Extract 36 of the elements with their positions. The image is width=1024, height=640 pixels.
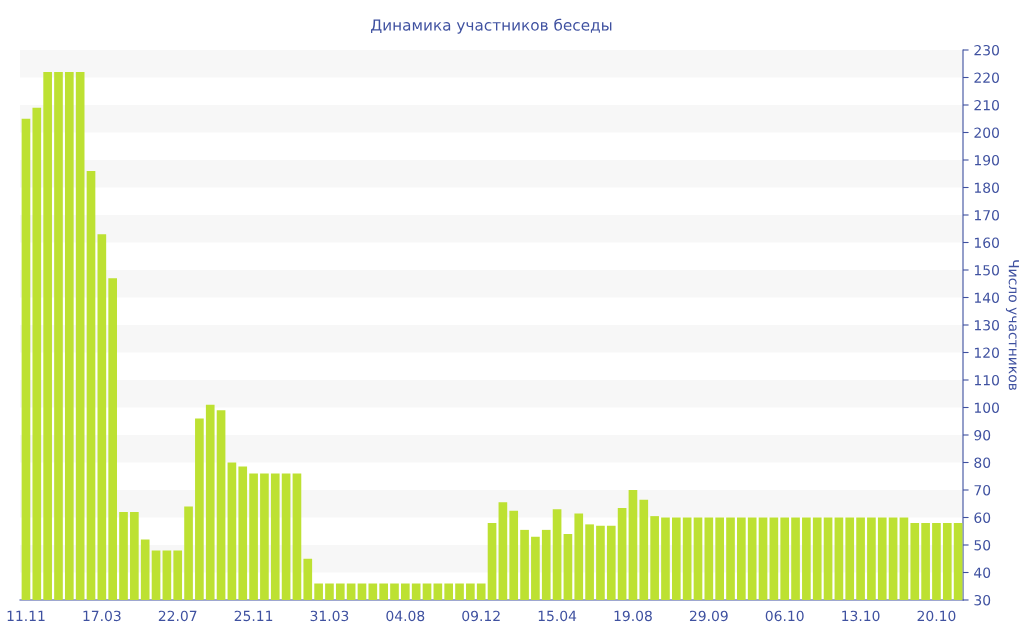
y-tick-label: 180 xyxy=(974,182,999,193)
y-tick-label: 160 xyxy=(974,237,999,248)
x-tick-label: 31.03 xyxy=(310,610,349,622)
x-tick-label: 20.10 xyxy=(917,610,956,622)
x-tick-label: 04.08 xyxy=(386,610,425,622)
x-tick-label: 06.10 xyxy=(765,610,804,622)
y-tick-label: 110 xyxy=(974,374,999,386)
chart-title: Динамика участников беседы xyxy=(371,18,612,34)
x-tick-label: 19.08 xyxy=(614,610,652,622)
y-tick-label: 90 xyxy=(974,429,991,441)
y-tick-label: 220 xyxy=(974,72,999,83)
y-tick-label: 40 xyxy=(974,567,991,578)
y-tick-label: 50 xyxy=(974,539,991,551)
y-tick-label: 60 xyxy=(974,512,991,523)
y-tick-label: 190 xyxy=(974,154,999,166)
y-tick-label: 150 xyxy=(974,264,999,276)
x-tick-label: 13.10 xyxy=(842,610,880,622)
y-tick-label: 130 xyxy=(974,319,999,331)
y-tick-label: 30 xyxy=(974,594,991,606)
x-tick-label: 11.11 xyxy=(7,610,45,621)
y-tick-label: 210 xyxy=(974,99,999,111)
y-tick-label: 200 xyxy=(974,127,999,138)
x-tick-label: 25.11 xyxy=(234,610,273,622)
x-tick-label: 17.03 xyxy=(83,610,121,622)
y-axis-title: Число участников xyxy=(1005,260,1019,391)
y-tick-label: 140 xyxy=(974,292,999,303)
x-tick-label: 09.12 xyxy=(462,610,500,622)
x-tick-label: 29.09 xyxy=(689,610,728,622)
y-tick-label: 100 xyxy=(974,402,999,413)
y-tick-label: 80 xyxy=(974,457,991,468)
y-tick-label: 230 xyxy=(974,44,999,56)
y-tick-label: 70 xyxy=(974,484,991,496)
x-tick-label: 15.04 xyxy=(538,610,577,622)
y-tick-label: 170 xyxy=(974,209,999,221)
y-tick-label: 120 xyxy=(974,347,999,358)
x-tick-label: 22.07 xyxy=(158,610,197,622)
